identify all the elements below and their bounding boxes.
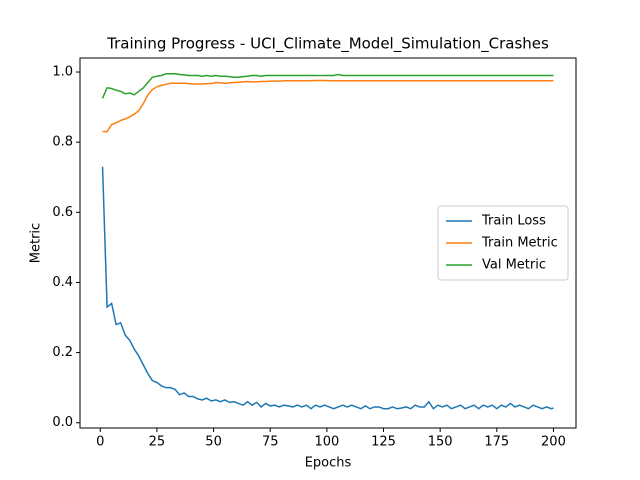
y-tick-label: 1.0 <box>52 65 73 80</box>
x-tick-label: 125 <box>371 435 396 450</box>
legend-label: Train Metric <box>481 236 558 251</box>
y-tick-label: 0.8 <box>52 135 73 150</box>
line-series <box>102 79 554 133</box>
y-tick-label: 0.2 <box>52 345 73 360</box>
line-series <box>101 166 554 410</box>
y-tick-label: 0.4 <box>52 275 73 290</box>
x-tick-label: 25 <box>149 435 166 450</box>
y-axis-label: Metric <box>29 223 44 263</box>
legend-box <box>437 205 569 281</box>
chart-title: Training Progress - UCI_Climate_Model_Si… <box>106 35 549 54</box>
x-tick-label: 150 <box>428 435 453 450</box>
x-tick-label: 0 <box>96 435 104 450</box>
y-tick-label: 0.0 <box>52 415 73 430</box>
line-series <box>101 73 554 99</box>
x-tick-label: 100 <box>314 435 339 450</box>
x-tick-label: 50 <box>205 435 222 450</box>
legend-label: Train Loss <box>481 214 546 229</box>
x-axis-label: Epochs <box>305 456 352 471</box>
y-tick-label: 0.6 <box>52 205 73 220</box>
legend-label: Val Metric <box>482 258 546 273</box>
axes-frame <box>79 57 577 429</box>
x-tick-label: 75 <box>262 435 279 450</box>
x-tick-label: 175 <box>484 435 509 450</box>
x-tick-label: 200 <box>541 435 566 450</box>
